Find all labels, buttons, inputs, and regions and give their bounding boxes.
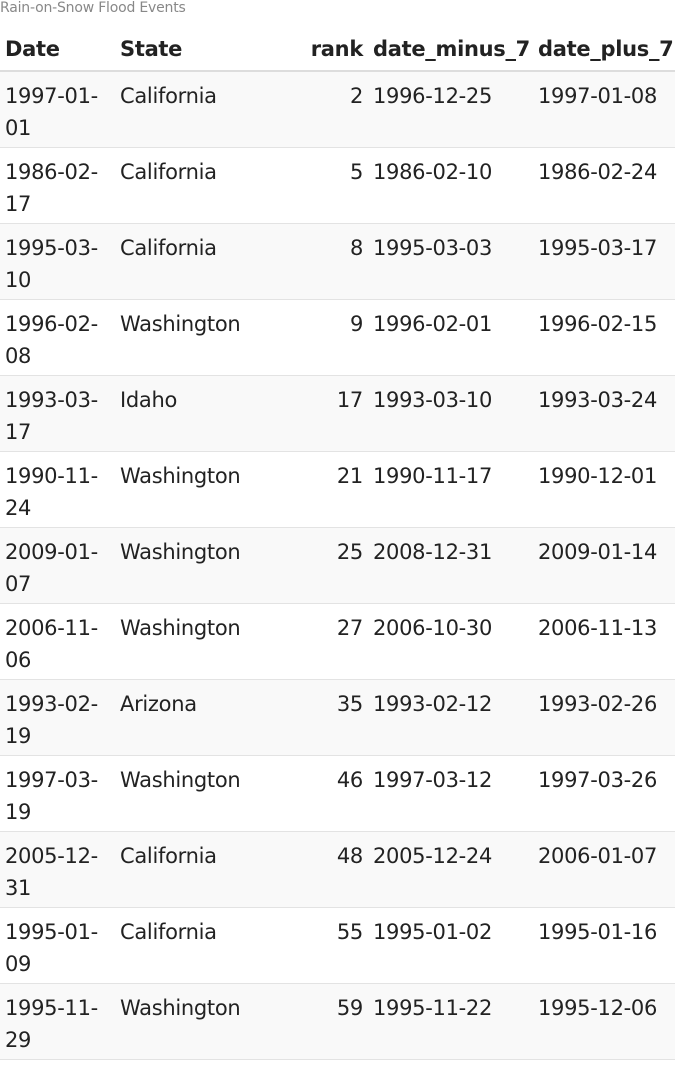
cell-date-plus-7: 1995-01-16 [533,907,675,984]
cell-date: 1997-03-19 [0,755,115,832]
cell-date-plus-7: 2006-11-13 [533,603,675,680]
cell-state: California [115,223,275,300]
column-header-date-plus-7[interactable]: date_plus_7 [533,28,675,72]
cell-state: Washington [115,451,275,528]
cell-date: 1997-01-01 [0,71,115,148]
cell-date: 1996-02-08 [0,299,115,376]
cell-date-minus-7: 2006-10-30 [368,603,533,680]
cell-state: Idaho [115,375,275,452]
cell-date-plus-7: 2009-01-14 [533,527,675,604]
cell-date-minus-7: 1995-11-22 [368,983,533,1060]
cell-rank: 21 [275,451,368,528]
cell-rank: 55 [275,907,368,984]
cell-date-minus-7: 2005-12-24 [368,831,533,908]
cell-state: Washington [115,527,275,604]
cell-date: 1993-02-19 [0,679,115,756]
table-row: 1993-02-19 Arizona 35 1993-02-12 1993-02-26 [0,679,675,756]
table-row: 1990-11-24 Washington 21 1990-11-17 1990-12-… [0,451,675,528]
cell-state: California [115,831,275,908]
table-row: 1996-02-08 Washington 9 1996-02-01 1996-02-1… [0,299,675,376]
table-row: 1995-03-10 California 8 1995-03-03 1995-03-1… [0,223,675,300]
table-row: 2005-12-31 California 48 2005-12-24 2006-01-… [0,831,675,908]
cell-date: 1986-02-17 [0,147,115,224]
cell-rank: 27 [275,603,368,680]
cell-date-plus-7: 2006-01-07 [533,831,675,908]
cell-date-minus-7: 1986-02-10 [368,147,533,224]
cell-date-minus-7: 1993-03-10 [368,375,533,452]
column-header-date[interactable]: Date [0,28,115,72]
table-row: 2009-01-07 Washington 25 2008-12-31 2009-01-… [0,527,675,604]
cell-date: 1990-11-24 [0,451,115,528]
cell-date-plus-7: 1995-03-17 [533,223,675,300]
cell-rank: 46 [275,755,368,832]
cell-date: 1995-03-10 [0,223,115,300]
cell-date: 2009-01-07 [0,527,115,604]
table-caption: Rain-on-Snow Flood Events [0,0,186,16]
cell-state: California [115,71,275,148]
cell-date-plus-7: 1995-12-06 [533,983,675,1060]
cell-date: 1995-11-29 [0,983,115,1060]
cell-date-minus-7: 1996-02-01 [368,299,533,376]
cell-rank: 35 [275,679,368,756]
cell-date-plus-7: 1997-03-26 [533,755,675,832]
cell-rank: 9 [275,299,368,376]
cell-state: Washington [115,299,275,376]
cell-state: California [115,147,275,224]
cell-date: 1995-01-09 [0,907,115,984]
cell-date: 2006-11-06 [0,603,115,680]
cell-date-plus-7: 1986-02-24 [533,147,675,224]
column-header-date-minus-7[interactable]: date_minus_7 [368,28,533,72]
table-row: 1997-03-19 Washington 46 1997-03-12 1997-03-… [0,755,675,832]
table-row: 2006-11-06 Washington 27 2006-10-30 2006-11-… [0,603,675,680]
cell-date-plus-7: 1996-02-15 [533,299,675,376]
cell-rank: 8 [275,223,368,300]
cell-date-plus-7: 1997-01-08 [533,71,675,148]
table-row: 1986-02-17 California 5 1986-02-10 1986-02-2… [0,147,675,224]
column-header-rank[interactable]: rank [275,28,368,72]
cell-state: Arizona [115,679,275,756]
cell-state: Washington [115,983,275,1060]
cell-state: Washington [115,603,275,680]
cell-date-minus-7: 1990-11-17 [368,451,533,528]
cell-rank: 2 [275,71,368,148]
table-body: 1997-01-01 California 2 1996-12-25 1997-01-0… [0,71,675,1060]
cell-date: 2005-12-31 [0,831,115,908]
cell-rank: 59 [275,983,368,1060]
cell-date: 1993-03-17 [0,375,115,452]
cell-date-minus-7: 1996-12-25 [368,71,533,148]
column-header-state[interactable]: State [115,28,275,72]
header-row: Date State rank date_minus_7 date_plus_7 [0,28,675,72]
cell-date-plus-7: 1993-03-24 [533,375,675,452]
flood-events-table: Date State rank date_minus_7 date_plus_7… [0,28,675,1060]
table-row: 1995-01-09 California 55 1995-01-02 1995-01-… [0,907,675,984]
table-row: 1997-01-01 California 2 1996-12-25 1997-01-0… [0,71,675,148]
cell-rank: 25 [275,527,368,604]
cell-state: Washington [115,755,275,832]
cell-date-minus-7: 1993-02-12 [368,679,533,756]
cell-date-minus-7: 2008-12-31 [368,527,533,604]
cell-date-plus-7: 1993-02-26 [533,679,675,756]
cell-state: California [115,907,275,984]
cell-rank: 48 [275,831,368,908]
cell-rank: 17 [275,375,368,452]
cell-date-plus-7: 1990-12-01 [533,451,675,528]
table-row: 1995-11-29 Washington 59 1995-11-22 1995-12-… [0,983,675,1060]
cell-rank: 5 [275,147,368,224]
table-header: Date State rank date_minus_7 date_plus_7 [0,28,675,72]
cell-date-minus-7: 1997-03-12 [368,755,533,832]
table-row: 1993-03-17 Idaho 17 1993-03-10 1993-03-24 [0,375,675,452]
cell-date-minus-7: 1995-03-03 [368,223,533,300]
cell-date-minus-7: 1995-01-02 [368,907,533,984]
